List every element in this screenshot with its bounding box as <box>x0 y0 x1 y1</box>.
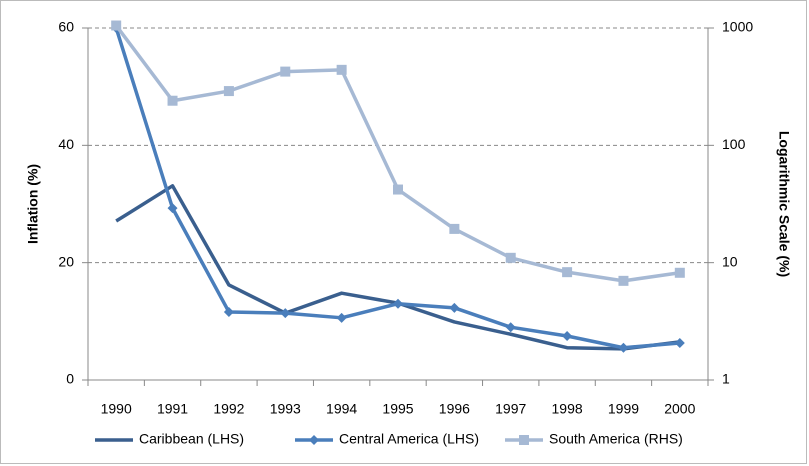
y2-tick-label: 1 <box>722 371 730 387</box>
marker <box>167 95 178 106</box>
legend-label: Central America (LHS) <box>339 431 479 447</box>
y2-tick-label: 1000 <box>722 19 753 35</box>
x-tick-label: 1999 <box>608 401 639 417</box>
marker <box>562 331 573 341</box>
y-tick-label: 60 <box>58 19 74 35</box>
marker <box>111 20 122 31</box>
marker <box>167 203 178 214</box>
marker <box>618 275 629 286</box>
marker <box>674 338 685 349</box>
marker <box>674 267 685 278</box>
y-tick-label: 40 <box>58 136 74 152</box>
marker <box>223 306 234 317</box>
x-tick-label: 1990 <box>101 401 132 417</box>
y2-tick-label: 10 <box>722 253 738 269</box>
y-tick-label: 20 <box>58 253 74 269</box>
legend-label: South America (RHS) <box>549 431 683 447</box>
x-tick-label: 2000 <box>664 401 695 417</box>
y2-tick-label: 100 <box>722 136 746 152</box>
marker <box>519 435 529 445</box>
marker <box>280 66 291 77</box>
y-tick-label: 0 <box>66 371 74 387</box>
x-tick-label: 1996 <box>439 401 470 417</box>
y-axis-title: Inflation (%) <box>25 164 41 244</box>
marker <box>393 184 403 195</box>
x-tick-label: 1995 <box>382 401 413 417</box>
marker <box>505 252 516 263</box>
marker <box>618 342 629 353</box>
x-tick-label: 1991 <box>157 401 188 417</box>
x-tick-label: 1994 <box>326 401 357 417</box>
marker <box>280 308 291 319</box>
marker <box>449 223 460 234</box>
marker <box>562 267 573 278</box>
marker <box>336 64 347 75</box>
marker <box>449 302 460 313</box>
legend-label: Caribbean (LHS) <box>139 431 244 447</box>
marker <box>223 86 234 97</box>
marker <box>393 298 403 309</box>
marker <box>505 322 516 333</box>
y2-axis-title: Logarithmic Scale (%) <box>776 131 792 277</box>
marker <box>309 435 319 445</box>
marker <box>336 312 347 323</box>
x-tick-label: 1997 <box>495 401 526 417</box>
x-tick-label: 1993 <box>270 401 301 417</box>
x-tick-label: 1998 <box>552 401 583 417</box>
x-tick-label: 1992 <box>213 401 244 417</box>
